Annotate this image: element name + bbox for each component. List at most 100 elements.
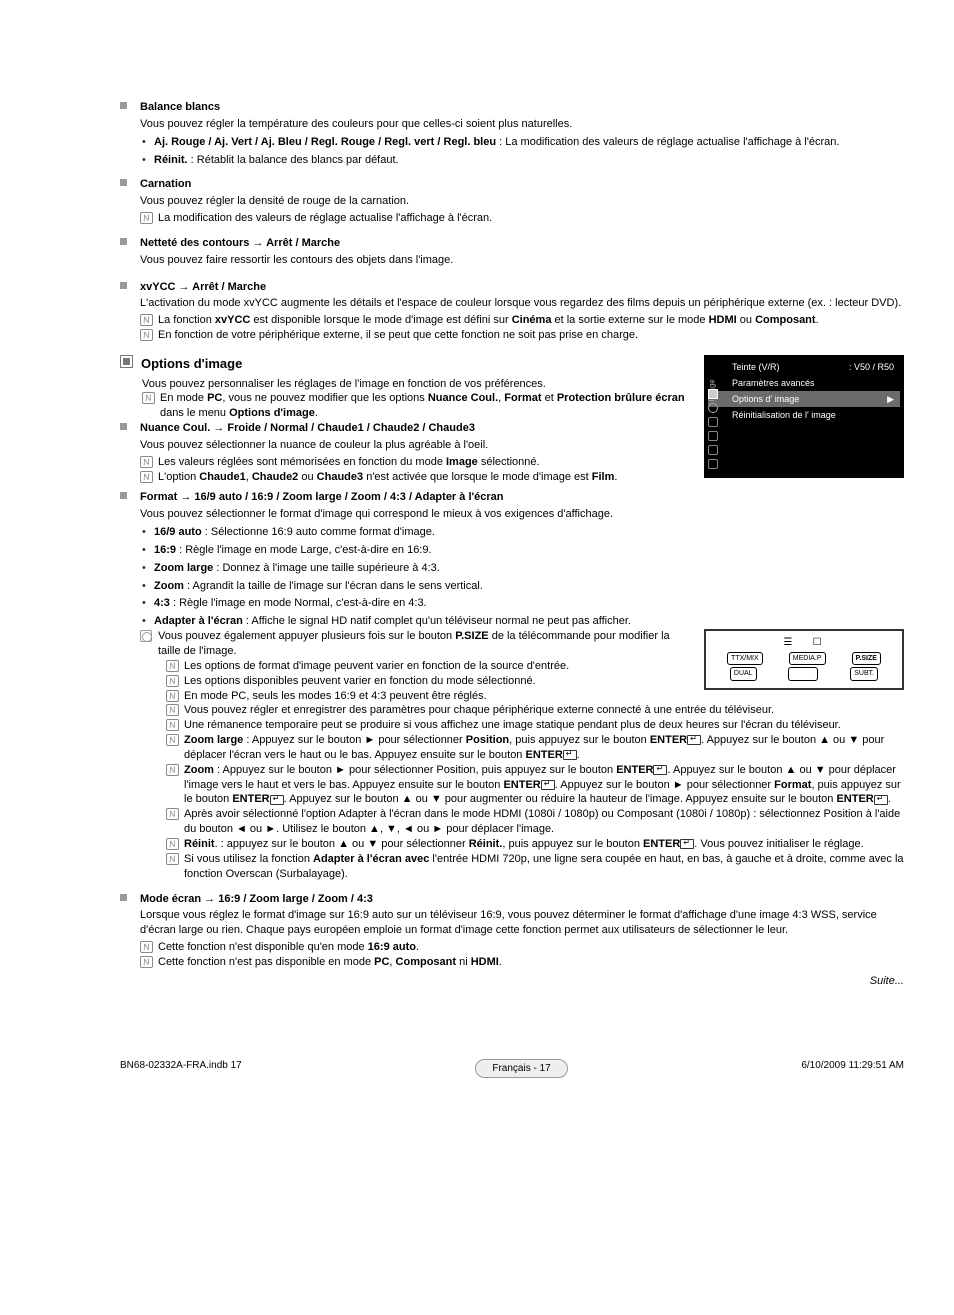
desc-nettete: Vous pouvez faire ressortir les contours… [140, 253, 904, 268]
footer-right: 6/10/2009 11:29:51 AM [801, 1059, 904, 1079]
menu-row: Teinte (V/R): V50 / R50 [708, 359, 900, 375]
enter-icon [541, 780, 555, 790]
osd-menu-preview: Teinte (V/R): V50 / R50 Paramètres avanc… [704, 355, 904, 478]
bullet-item: 16:9 : Règle l'image en mode Large, c'es… [140, 543, 904, 558]
dot-icon [140, 614, 154, 629]
note: Les options disponibles peuvent varier e… [166, 674, 694, 689]
picture-icon [708, 389, 718, 399]
square-bullet-icon [120, 492, 130, 881]
heading-nuance: Nuance Coul. → Froide / Normal / Chaude1… [140, 421, 694, 436]
desc-format: Vous pouvez sélectionner le format d'ima… [140, 507, 904, 522]
section-format: Format → 16/9 auto / 16:9 / Zoom large /… [120, 490, 904, 881]
note: Cette fonction n'est disponible qu'en mo… [140, 940, 904, 955]
footer-page: Français - 17 [475, 1059, 567, 1079]
square-bullet-icon [120, 179, 130, 226]
section-mode-ecran: Mode écran → 16:9 / Zoom large / Zoom / … [120, 892, 904, 989]
desc-nuance: Vous pouvez sélectionner la nuance de co… [140, 438, 694, 453]
dot-icon [140, 596, 154, 611]
heading-format: Format → 16/9 auto / 16:9 / Zoom large /… [140, 490, 904, 505]
note-icon [166, 853, 179, 865]
square-bullet-icon [120, 102, 130, 167]
input-icon [708, 445, 718, 455]
bullet-item: Zoom large : Donnez à l'image une taille… [140, 561, 904, 576]
note: En mode PC, seuls les modes 16:9 et 4:3 … [166, 689, 694, 704]
note: Cette fonction n'est pas disponible en m… [140, 955, 904, 970]
note-icon [166, 764, 179, 776]
dot-icon [140, 135, 154, 150]
enter-icon [563, 750, 577, 760]
page-footer: BN68-02332A-FRA.indb 17 Français - 17 6/… [0, 1055, 954, 1079]
menu-row: Paramètres avancés [708, 375, 900, 391]
note: Zoom : Appuyez sur le bouton ► pour séle… [166, 763, 904, 808]
section-nettete: Netteté des contours → Arrêt / Marche Vo… [120, 236, 904, 270]
remote-ttx-button: TTX/MIX [727, 652, 763, 665]
square-bullet-icon [120, 238, 130, 270]
note: L'option Chaude1, Chaude2 ou Chaude3 n'e… [140, 470, 694, 485]
note: Les options de format d'image peuvent va… [166, 659, 694, 674]
desc-balance: Vous pouvez régler la température des co… [140, 117, 904, 132]
heading-carnation: Carnation [140, 177, 904, 192]
section-icon [120, 355, 133, 368]
remote-ad-button [788, 667, 818, 680]
note: La fonction xvYCC est disponible lorsque… [140, 313, 904, 328]
desc-xvycc: L'activation du mode xvYCC augmente les … [140, 296, 904, 311]
remote-subt-button: SUBT. [850, 667, 878, 680]
support-icon [708, 459, 718, 469]
note-icon [166, 690, 179, 702]
dot-icon [140, 525, 154, 540]
footer-left: BN68-02332A-FRA.indb 17 [120, 1059, 242, 1079]
section-xvycc: xvYCC → Arrêt / Marche L'activation du m… [120, 280, 904, 343]
remote-psize-button: P.SIZE [852, 652, 881, 665]
sound-icon [708, 417, 718, 427]
bullet-item: Réinit. : Rétablit la balance des blancs… [140, 153, 904, 168]
note: Zoom large : Appuyez sur le bouton ► pou… [166, 733, 904, 763]
section-balance-blancs: Balance blancs Vous pouvez régler la tem… [120, 100, 904, 167]
menu-sidebar-icons [708, 389, 722, 473]
heading-mode: Mode écran → 16:9 / Zoom large / Zoom / … [140, 892, 904, 907]
note-icon [166, 660, 179, 672]
section-nuance: Nuance Coul. → Froide / Normal / Chaude1… [120, 421, 694, 484]
square-bullet-icon [120, 423, 130, 484]
dot-icon [140, 561, 154, 576]
note: En fonction de votre périphérique extern… [140, 328, 904, 343]
enter-icon [874, 795, 888, 805]
enter-icon [680, 839, 694, 849]
gear-icon [708, 431, 718, 441]
menu-row-selected: Options d' image▶ [708, 391, 900, 407]
bullet-item: Aj. Rouge / Aj. Vert / Aj. Bleu / Regl. … [140, 135, 904, 150]
desc-mode: Lorsque vous réglez le format d'image su… [140, 908, 904, 938]
note-icon [142, 392, 155, 404]
section-carnation: Carnation Vous pouvez régler la densité … [120, 177, 904, 226]
note-icon [166, 675, 179, 687]
note: Les valeurs réglées sont mémorisées en f… [140, 455, 694, 470]
note-icon [140, 941, 153, 953]
circle-icon [708, 403, 718, 413]
square-bullet-icon [120, 894, 130, 989]
note: Vous pouvez régler et enregistrer des pa… [166, 703, 904, 718]
note-icon [166, 838, 179, 850]
note-icon [140, 314, 153, 326]
heading-nettete: Netteté des contours → Arrêt / Marche [140, 236, 904, 251]
note-icon [166, 734, 179, 746]
remote-illustration: ☰ ☐ TTX/MIX MEDIA.P P.SIZE DUAL SUBT. [704, 629, 904, 689]
section-options-image: Options d'image [120, 355, 694, 373]
note: Une rémanence temporaire peut se produir… [166, 718, 904, 733]
note-icon [140, 456, 153, 468]
tip-icon [140, 630, 152, 642]
menu-row: Réinitialisation de l' image [708, 407, 900, 423]
note-icon [140, 471, 153, 483]
note-icon [166, 704, 179, 716]
note: Réinit. : appuyez sur le bouton ▲ ou ▼ p… [166, 837, 904, 852]
enter-icon [687, 735, 701, 745]
dot-icon [140, 543, 154, 558]
enter-icon [270, 795, 284, 805]
bullet-item: Adapter à l'écran : Affiche le signal HD… [140, 614, 904, 629]
dot-icon [140, 579, 154, 594]
square-bullet-icon [120, 282, 130, 343]
desc-carnation: Vous pouvez régler la densité de rouge d… [140, 194, 904, 209]
tip: Vous pouvez également appuyer plusieurs … [140, 629, 694, 659]
heading-balance: Balance blancs [140, 100, 904, 115]
note-icon [166, 719, 179, 731]
note-icon [166, 808, 179, 820]
note-icon [140, 956, 153, 968]
